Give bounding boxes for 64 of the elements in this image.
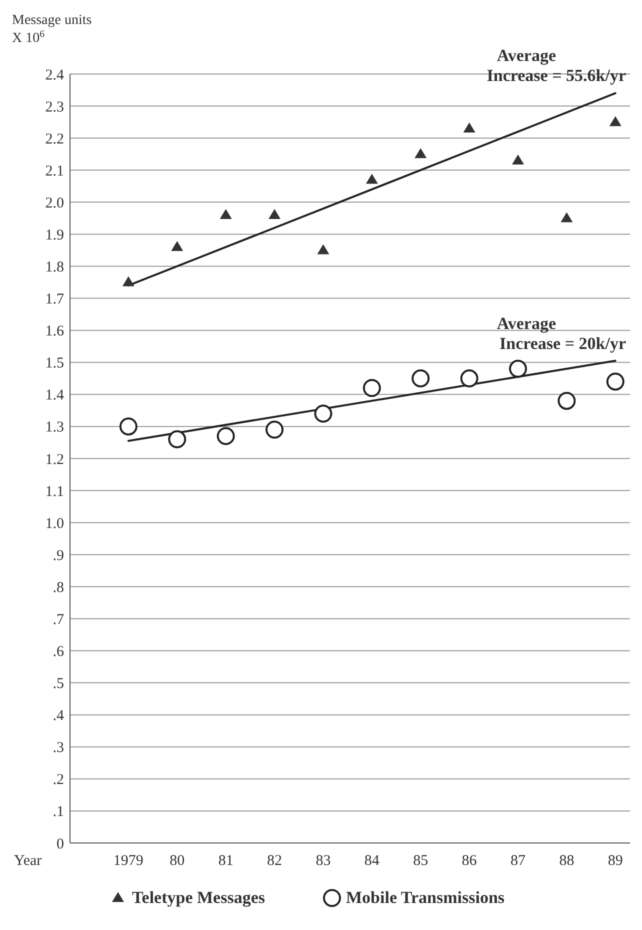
y-tick-label: 2.0	[45, 195, 64, 212]
x-tick-label: 86	[462, 853, 478, 869]
y-tick-label: .6	[52, 644, 64, 660]
point	[460, 369, 478, 388]
y-tick-label: .4	[52, 708, 64, 724]
point	[220, 208, 232, 219]
point	[122, 276, 134, 286]
y-tick-label: 1.7	[45, 292, 64, 308]
y-tick-label: 1.0	[45, 516, 64, 532]
point	[366, 174, 378, 184]
y-axis-title: Message units X 10$^{6}$	[12, 13, 92, 46]
y-tick-label: .2	[52, 772, 64, 788]
point	[558, 392, 576, 410]
point	[412, 369, 430, 388]
annotation: Average Increase = 55.6k/yr	[486, 46, 626, 86]
y-tick-label: 1.2	[45, 452, 64, 468]
x-tick-label: 88	[559, 853, 574, 869]
legend-label: Mobile Transmissions	[346, 888, 505, 907]
point	[414, 148, 427, 158]
point	[560, 212, 573, 222]
point	[168, 430, 186, 448]
point	[268, 208, 281, 219]
y-tick-label: 1.4	[45, 388, 64, 404]
y-tick-label: 1.3	[45, 420, 64, 436]
y-tick-label: .5	[52, 676, 64, 692]
y-tick-label: 1.5	[45, 356, 64, 372]
y-tick-label: 2.4	[45, 67, 64, 84]
annotation: Average Increase = 20k/yr	[496, 314, 626, 353]
x-tick-label: 87	[510, 853, 526, 869]
y-tick-label: .7	[52, 612, 64, 628]
point	[266, 420, 284, 439]
point	[314, 404, 332, 423]
y-tick-label: .1	[52, 804, 64, 820]
y-tick-label: 2.2	[45, 131, 64, 148]
x-tick-label: 85	[413, 853, 428, 869]
x-tick-label: 80	[170, 853, 185, 869]
y-tick-label: 2.1	[45, 163, 64, 180]
point	[317, 244, 330, 254]
x-tick-label: 89	[608, 853, 623, 869]
x-axis-title: Year	[14, 853, 42, 869]
y-tick-label: .3	[52, 740, 64, 756]
x-tick-label: 84	[364, 853, 380, 869]
point	[512, 154, 524, 165]
point	[509, 360, 527, 378]
y-tick-label: 1.1	[45, 484, 64, 500]
y-tick-label: 1.9	[45, 227, 64, 244]
point	[119, 417, 138, 436]
legend-label: Teletype Messages	[132, 888, 266, 907]
point	[216, 427, 235, 446]
point	[171, 241, 184, 252]
y-tick-label: .8	[52, 580, 64, 596]
y-tick-label: .9	[52, 548, 64, 564]
y-tick-label: 2.3	[45, 99, 64, 116]
x-tick-label: 1979	[113, 853, 144, 869]
point	[606, 372, 624, 391]
point	[463, 122, 476, 132]
point	[362, 379, 381, 398]
point	[609, 116, 622, 126]
y-tick-label: 1.6	[45, 324, 64, 340]
x-tick-label: 83	[316, 853, 331, 869]
x-tick-label: 82	[267, 853, 282, 869]
x-tick-label: 81	[218, 853, 234, 869]
y-tick-label: 1.8	[45, 260, 64, 276]
y-tick-label: 0	[56, 836, 64, 852]
